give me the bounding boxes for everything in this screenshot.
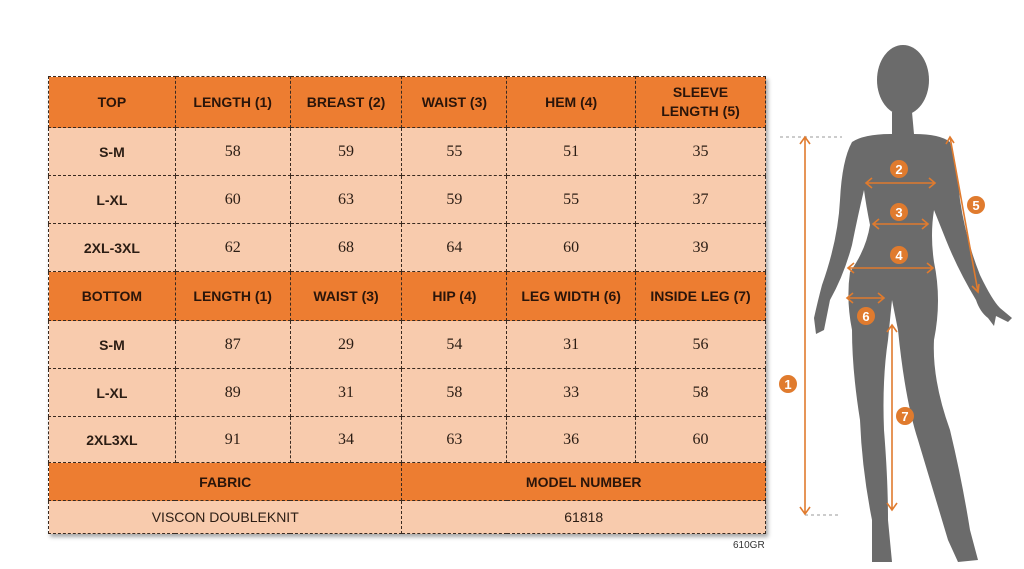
silhouette bbox=[814, 45, 1012, 562]
svg-text:7: 7 bbox=[901, 409, 908, 424]
header-cell: HIP (4) bbox=[401, 271, 508, 321]
value-cell: 59 bbox=[401, 175, 508, 224]
marker-2-icon: 2 bbox=[890, 160, 908, 178]
bottom-header-row: BOTTOM LENGTH (1) WAIST (3) HIP (4) LEG … bbox=[48, 271, 766, 321]
svg-text:5: 5 bbox=[972, 198, 979, 213]
svg-text:4: 4 bbox=[895, 248, 903, 263]
table-row: L-XL 60 63 59 55 37 bbox=[48, 175, 766, 224]
value-cell: 68 bbox=[289, 223, 403, 272]
value-cell: 64 bbox=[401, 223, 508, 272]
value-cell: 58 bbox=[635, 368, 766, 417]
header-cell: BOTTOM bbox=[48, 271, 176, 321]
measurement-arrows bbox=[780, 135, 980, 516]
model-number-value: 61818 bbox=[401, 500, 766, 534]
fabric-value: VISCON DOUBLEKNIT bbox=[47, 500, 403, 534]
value-cell: 31 bbox=[289, 368, 403, 417]
table-row: S-M 58 59 55 51 35 bbox=[48, 127, 766, 176]
value-cell: 34 bbox=[289, 416, 403, 463]
header-cell: SLEEVE LENGTH (5) bbox=[635, 76, 766, 128]
svg-text:6: 6 bbox=[862, 309, 869, 324]
marker-4-icon: 4 bbox=[890, 246, 908, 264]
header-cell: WAIST (3) bbox=[289, 271, 403, 321]
header-cell: LEG WIDTH (6) bbox=[506, 271, 637, 321]
table-row: 2XL-3XL 62 68 64 60 39 bbox=[48, 223, 766, 272]
value-cell: 29 bbox=[289, 320, 403, 369]
footer-value-row: VISCON DOUBLEKNIT 61818 bbox=[47, 500, 766, 534]
marker-5-icon: 5 bbox=[967, 196, 985, 214]
top-header-row: TOP LENGTH (1) BREAST (2) WAIST (3) HEM … bbox=[48, 76, 766, 128]
value-cell: 36 bbox=[506, 416, 637, 463]
footer-header-row: FABRIC MODEL NUMBER bbox=[47, 462, 766, 501]
header-cell: HEM (4) bbox=[506, 76, 637, 128]
value-cell: 58 bbox=[174, 127, 291, 176]
size-cell: L-XL bbox=[48, 175, 176, 224]
value-cell: 59 bbox=[289, 127, 403, 176]
value-cell: 55 bbox=[506, 175, 637, 224]
value-cell: 87 bbox=[174, 320, 291, 369]
fabric-label: FABRIC bbox=[47, 462, 403, 501]
value-cell: 39 bbox=[635, 223, 766, 272]
value-cell: 55 bbox=[401, 127, 508, 176]
size-cell: S-M bbox=[48, 320, 176, 369]
size-cell: 2XL-3XL bbox=[48, 223, 176, 272]
value-cell: 51 bbox=[506, 127, 637, 176]
table-row: S-M 87 29 54 31 56 bbox=[48, 320, 766, 369]
model-number-label: MODEL NUMBER bbox=[401, 462, 766, 501]
value-cell: 91 bbox=[174, 416, 291, 463]
header-cell: INSIDE LEG (7) bbox=[635, 271, 766, 321]
marker-3-icon: 3 bbox=[890, 203, 908, 221]
svg-text:1: 1 bbox=[784, 377, 791, 392]
header-cell: WAIST (3) bbox=[401, 76, 508, 128]
marker-7-icon: 7 bbox=[896, 407, 914, 425]
header-cell: TOP bbox=[48, 76, 176, 128]
marker-6-icon: 6 bbox=[857, 307, 875, 325]
table-row: 2XL3XL 91 34 63 36 60 bbox=[48, 416, 766, 463]
svg-text:3: 3 bbox=[895, 205, 902, 220]
size-chart-table: TOP LENGTH (1) BREAST (2) WAIST (3) HEM … bbox=[47, 76, 766, 534]
value-cell: 58 bbox=[401, 368, 508, 417]
value-cell: 37 bbox=[635, 175, 766, 224]
value-cell: 54 bbox=[401, 320, 508, 369]
value-cell: 60 bbox=[506, 223, 637, 272]
value-cell: 63 bbox=[401, 416, 508, 463]
header-cell: LENGTH (1) bbox=[174, 271, 291, 321]
value-cell: 62 bbox=[174, 223, 291, 272]
value-cell: 89 bbox=[174, 368, 291, 417]
value-cell: 56 bbox=[635, 320, 766, 369]
value-cell: 60 bbox=[635, 416, 766, 463]
product-code: 610GR bbox=[733, 540, 765, 551]
svg-text:2: 2 bbox=[895, 162, 902, 177]
marker-1-icon: 1 bbox=[779, 375, 797, 393]
size-cell: L-XL bbox=[48, 368, 176, 417]
size-cell: S-M bbox=[48, 127, 176, 176]
